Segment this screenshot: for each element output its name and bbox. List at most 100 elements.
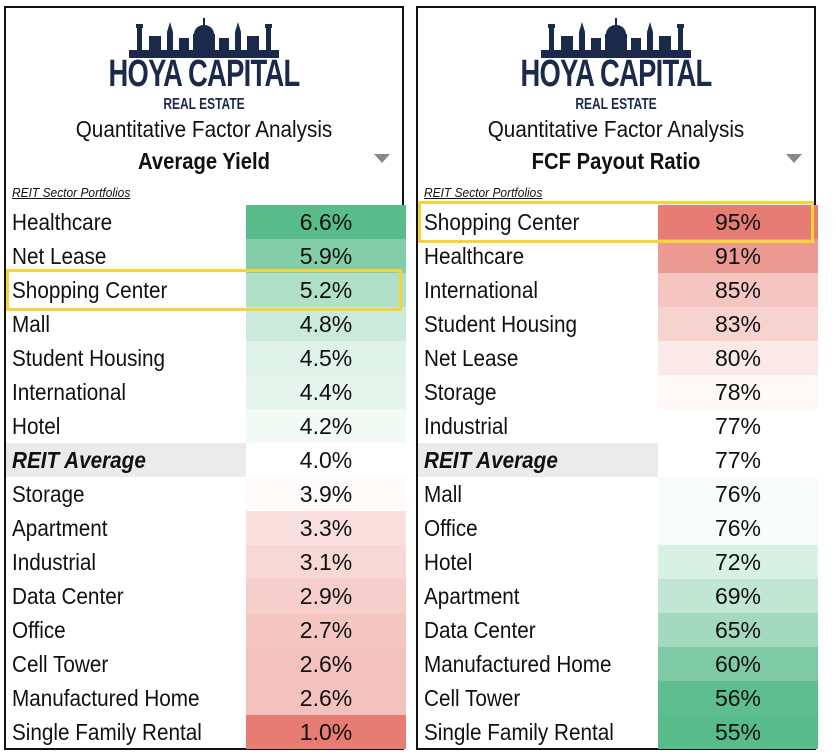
sector-name: Apartment — [424, 583, 520, 609]
skyline-icon — [129, 18, 279, 58]
sector-value-cell: 95% — [658, 205, 818, 239]
hoya-capital-logo: HOYA CAPITAL REAL ESTATE — [6, 14, 402, 122]
hoya-capital-logo: HOYA CAPITAL REAL ESTATE — [418, 14, 814, 122]
skyline-icon — [541, 18, 691, 58]
sector-value-cell: 2.6% — [246, 647, 406, 681]
sector-value-cell: 76% — [658, 511, 818, 545]
table-row: Single Family Rental 1.0% — [6, 715, 406, 749]
sector-name: Net Lease — [424, 345, 519, 371]
table-row: Healthcare 91% — [418, 239, 818, 273]
panel-subtitle: Quantitative Factor Analysis — [75, 116, 333, 142]
sector-name: Single Family Rental — [12, 719, 202, 745]
row-label-background — [6, 443, 246, 477]
table-row: International 85% — [418, 273, 818, 307]
sector-value-cell: 78% — [658, 375, 818, 409]
sector-value-cell: 83% — [658, 307, 818, 341]
panel-fcf-payout-ratio: HOYA CAPITAL REAL ESTATE Quantitative Fa… — [416, 6, 818, 750]
sector-table: Healthcare 6.6% Net Lease 5.9% Shopping Cent… — [6, 205, 406, 749]
table-row: Data Center 65% — [418, 613, 818, 647]
table-row: Industrial 77% — [418, 409, 818, 443]
table-row: Industrial 3.1% — [6, 545, 406, 579]
sector-name: Mall — [12, 311, 50, 337]
section-label: REIT Sector Portfolios — [12, 185, 131, 200]
sector-value-cell: 72% — [658, 545, 818, 579]
sector-name: Mall — [424, 481, 462, 507]
sector-value-cell: 69% — [658, 579, 818, 613]
sector-value-cell: 55% — [658, 715, 818, 749]
table-row-average: REIT Average 77% — [418, 443, 818, 477]
sector-table: Shopping Center 95% Healthcare 91% Internati… — [418, 201, 818, 749]
brand-name: HOYA CAPITAL — [108, 53, 300, 95]
sector-name: Healthcare — [424, 243, 525, 269]
sector-name: Manufactured Home — [424, 651, 612, 677]
sector-value-cell: 85% — [658, 273, 818, 307]
sector-name: Industrial — [12, 549, 96, 575]
sector-name: Data Center — [12, 583, 124, 609]
table-row-average: REIT Average 4.0% — [6, 443, 406, 477]
brand-sub: REAL ESTATE — [163, 96, 245, 113]
dropdown-arrow-icon[interactable] — [374, 154, 390, 163]
table-row: Apartment 69% — [418, 579, 818, 613]
table-row: Shopping Center 95% — [418, 205, 818, 239]
table-row: Mall 4.8% — [6, 307, 406, 341]
sector-name: Apartment — [12, 515, 108, 541]
table-row: Hotel 72% — [418, 545, 818, 579]
sector-value-cell: 4.4% — [246, 375, 406, 409]
sector-name: Net Lease — [12, 243, 107, 269]
brand-sub: REAL ESTATE — [575, 96, 657, 113]
sector-name: Cell Tower — [424, 685, 521, 711]
sector-name: REIT Average — [424, 447, 558, 473]
table-row: Healthcare 6.6% — [6, 205, 406, 239]
table-row: International 4.4% — [6, 375, 406, 409]
sector-name: Student Housing — [12, 345, 166, 371]
metric-title: FCF Payout Ratio — [531, 148, 701, 174]
dropdown-arrow-icon[interactable] — [786, 154, 802, 163]
table-row: Apartment 3.3% — [6, 511, 406, 545]
brand-name: HOYA CAPITAL — [520, 53, 712, 95]
sector-value-cell: 80% — [658, 341, 818, 375]
sector-name: Shopping Center — [424, 209, 580, 235]
sector-name: Hotel — [424, 549, 473, 575]
table-row: Storage 78% — [418, 375, 818, 409]
sector-name: REIT Average — [12, 447, 146, 473]
sector-value-cell: 5.2% — [246, 273, 406, 307]
sector-value-cell: 2.6% — [246, 681, 406, 715]
sector-name: Industrial — [424, 413, 508, 439]
table-row: Single Family Rental 55% — [418, 715, 818, 749]
sector-value-cell: 4.8% — [246, 307, 406, 341]
sector-value-cell: 2.7% — [246, 613, 406, 647]
sector-value-cell: 56% — [658, 681, 818, 715]
sector-name: Student Housing — [424, 311, 578, 337]
table-row: Manufactured Home 2.6% — [6, 681, 406, 715]
table-row: Manufactured Home 60% — [418, 647, 818, 681]
sector-value-cell: 2.9% — [246, 579, 406, 613]
table-row: Shopping Center 5.2% — [6, 273, 406, 307]
sector-value-cell: 4.2% — [246, 409, 406, 443]
sector-name: Shopping Center — [12, 277, 168, 303]
sector-name: Cell Tower — [12, 651, 109, 677]
metric-title: Average Yield — [137, 148, 270, 174]
table-row: Mall 76% — [418, 477, 818, 511]
table-row: Storage 3.9% — [6, 477, 406, 511]
table-row: Cell Tower 2.6% — [6, 647, 406, 681]
sector-value-cell: 5.9% — [246, 239, 406, 273]
sector-name: Office — [12, 617, 66, 643]
sector-value-cell: 3.1% — [246, 545, 406, 579]
panel-subtitle: Quantitative Factor Analysis — [487, 116, 745, 142]
table-row: Office 2.7% — [6, 613, 406, 647]
sector-name: Office — [424, 515, 478, 541]
table-row: Data Center 2.9% — [6, 579, 406, 613]
sector-value-cell: 65% — [658, 613, 818, 647]
sector-name: Manufactured Home — [12, 685, 200, 711]
section-label: REIT Sector Portfolios — [424, 185, 543, 200]
row-label-background — [418, 443, 658, 477]
sector-value-cell: 91% — [658, 239, 818, 273]
sector-value-cell: 4.5% — [246, 341, 406, 375]
sector-value-cell: 1.0% — [246, 715, 406, 749]
sector-value-cell: 60% — [658, 647, 818, 681]
sector-name: Storage — [12, 481, 85, 507]
table-row: Net Lease 5.9% — [6, 239, 406, 273]
sector-name: Single Family Rental — [424, 719, 614, 745]
sector-value-cell: 6.6% — [246, 205, 406, 239]
sector-value-cell: 77% — [658, 409, 818, 443]
